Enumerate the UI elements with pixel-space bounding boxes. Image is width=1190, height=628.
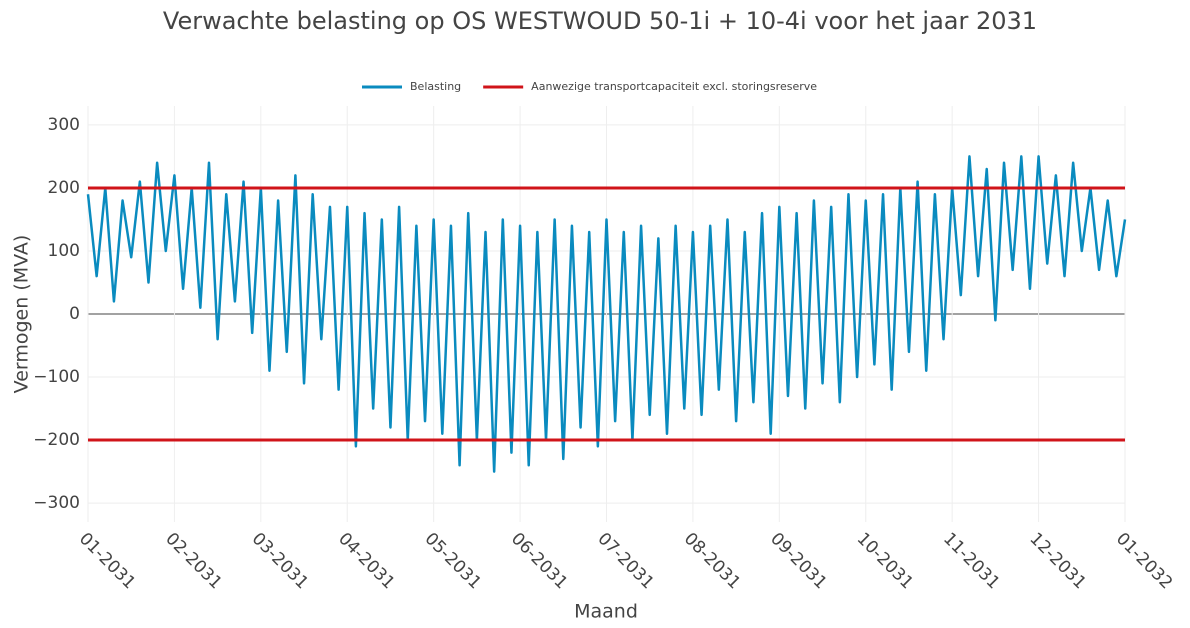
x-tick-label: 05-2031: [421, 529, 485, 593]
y-tick-label: 200: [48, 178, 80, 198]
y-tick-label: 300: [48, 115, 80, 135]
y-tick-label: 0: [69, 304, 80, 324]
x-tick-label: 03-2031: [248, 529, 312, 593]
x-axis-label: Maand: [574, 601, 638, 623]
x-tick-label: 11-2031: [939, 529, 1003, 593]
x-tick-label: 06-2031: [507, 529, 571, 593]
x-tick-label: 04-2031: [334, 529, 398, 593]
legend-label: Belasting: [410, 80, 461, 93]
x-tick-label: 12-2031: [1026, 529, 1090, 593]
y-tick-label: −300: [33, 493, 80, 513]
y-tick-label: −100: [33, 367, 80, 387]
x-tick-label: 08-2031: [680, 529, 744, 593]
x-tick-label: 02-2031: [161, 529, 225, 593]
x-tick-label: 10-2031: [853, 529, 917, 593]
x-tick-label: 07-2031: [593, 529, 657, 593]
chart-title: Verwachte belasting op OS WESTWOUD 50-1i…: [163, 7, 1037, 35]
legend-label: Aanwezige transportcapaciteit excl. stor…: [531, 80, 817, 93]
x-tick-label: 01-2032: [1112, 529, 1176, 593]
y-tick-label: 100: [48, 241, 80, 261]
x-tick-label: 09-2031: [766, 529, 830, 593]
y-axis-label: Vermogen (MVA): [11, 235, 33, 394]
x-tick-label: 01-2031: [75, 529, 139, 593]
y-tick-label: −200: [33, 430, 80, 450]
